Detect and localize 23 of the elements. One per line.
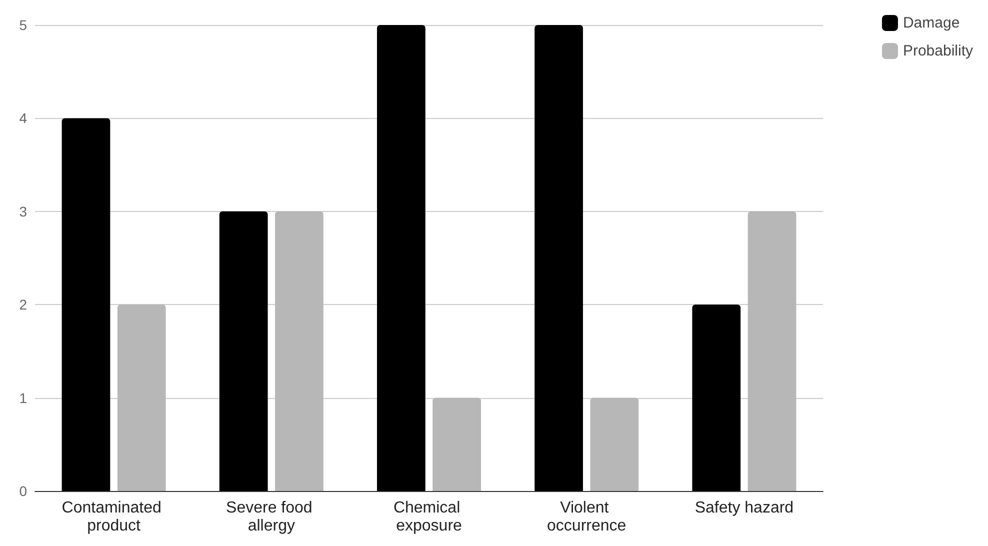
x-tick-label: Contaminated product [62, 500, 166, 534]
y-tick-label: 5 [19, 17, 28, 33]
legend-label: Damage [902, 14, 960, 32]
x-tick-label: Safety hazard [694, 500, 794, 516]
bar [62, 118, 110, 491]
x-tick-label: Violent occurrence [547, 500, 626, 534]
y-tick-label: 4 [19, 110, 28, 126]
bar [117, 304, 166, 491]
y-tick-label: 2 [19, 296, 28, 313]
bar [275, 211, 324, 491]
bar [376, 25, 426, 491]
bar [692, 304, 741, 491]
bar [432, 398, 482, 491]
y-tick-label: 1 [19, 390, 28, 406]
bar [534, 25, 583, 491]
x-tick-label: Chemical exposure [393, 500, 465, 534]
bar [590, 398, 639, 491]
bar [748, 211, 796, 491]
y-tick-label: 0 [19, 483, 28, 499]
legend-label: Probability [902, 42, 974, 60]
y-tick-label: 3 [19, 203, 28, 220]
bar [219, 211, 268, 491]
x-tick-label: Severe food allergy [226, 500, 317, 534]
